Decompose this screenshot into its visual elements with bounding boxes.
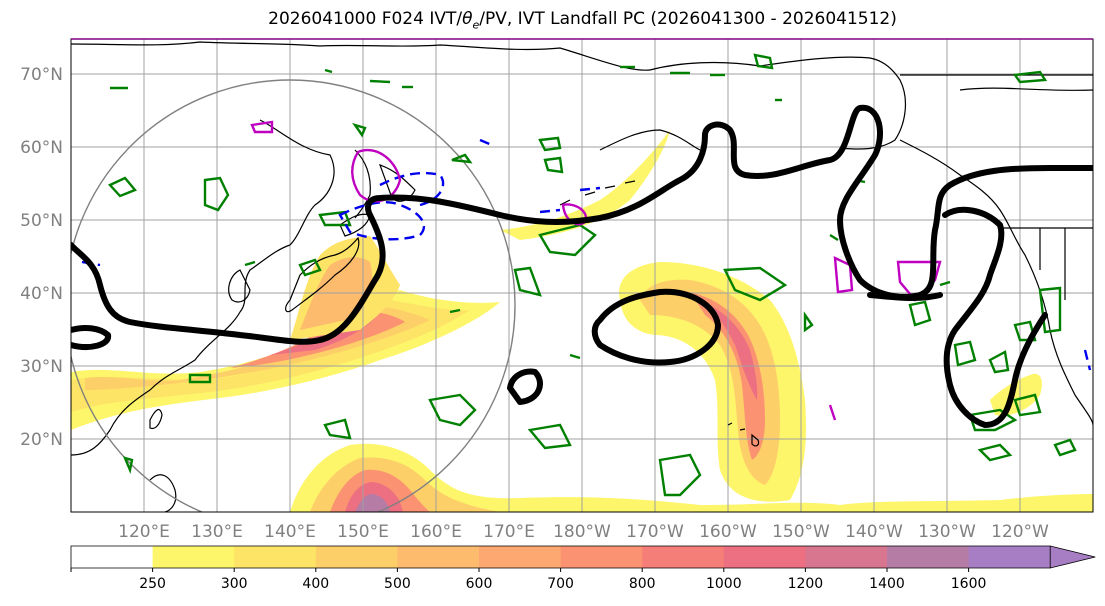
lon-label: 150°W [772,522,830,542]
colorbar-segment [152,546,235,568]
lon-label: 130°W [918,522,976,542]
lat-label: 50°N [20,211,63,231]
lon-label: 130°E [191,522,243,542]
colorbar-tick-label: 250 [139,576,166,592]
colorbar-segment [805,546,888,568]
lat-label: 70°N [20,65,63,85]
colorbar-segment [968,546,1051,568]
latitude-labels: 70°N 60°N 50°N 40°N 30°N 20°N [20,65,63,450]
colorbar-extend-arrow-icon [1049,545,1096,569]
coastlines [71,41,1093,512]
colorbar-tick-label: 700 [547,576,574,592]
colorbar-segment [723,546,806,568]
lat-label: 40°N [20,284,63,304]
colorbar: 250 300 400 500 600 700 800 1000 1200 1400 1600 [70,545,1096,592]
lon-label: 170°E [483,522,535,542]
longitude-labels: 120°E 130°E 140°E 150°E 160°E 170°E 180°… [118,522,1049,542]
lat-label: 20°N [20,430,63,450]
lon-label: 140°E [264,522,316,542]
lon-label: 140°W [845,522,903,542]
colorbar-tick-label: 1400 [869,576,905,592]
colorbar-tick-label: 400 [302,576,329,592]
lat-label: 60°N [20,138,63,158]
lon-label: 160°E [410,522,462,542]
landfall-circle [71,79,516,512]
lat-label: 30°N [20,357,63,377]
map-title: 2026041000 F024 IVT/θe/PV, IVT Landfall … [268,9,897,32]
colorbar-tick-label: 300 [221,576,248,592]
colorbar-segment [887,546,970,568]
lon-label: 160°W [699,522,757,542]
lon-label: 120°W [991,522,1049,542]
colorbar-segment [397,546,480,568]
colorbar-tick-label: 1600 [951,576,987,592]
colorbar-segment [71,546,154,568]
colorbar-tick-label: 500 [384,576,411,592]
lon-label: 120°E [118,522,170,542]
colorbar-tick-label: 1000 [706,576,742,592]
colorbar-segment [560,546,643,568]
theta-e-contour [71,104,1093,428]
pv-contours-positive [108,53,1077,497]
colorbar-tick-label: 800 [629,576,656,592]
colorbar-segment [234,546,317,568]
colorbar-segment [315,546,398,568]
lon-label: 170°W [626,522,684,542]
colorbar-tick-label: 1200 [788,576,824,592]
lon-label: 150°E [337,522,389,542]
colorbar-segment [642,546,725,568]
colorbar-tick-label: 600 [466,576,493,592]
colorbar-segment [479,546,562,568]
lon-label: 180°W [553,522,611,542]
